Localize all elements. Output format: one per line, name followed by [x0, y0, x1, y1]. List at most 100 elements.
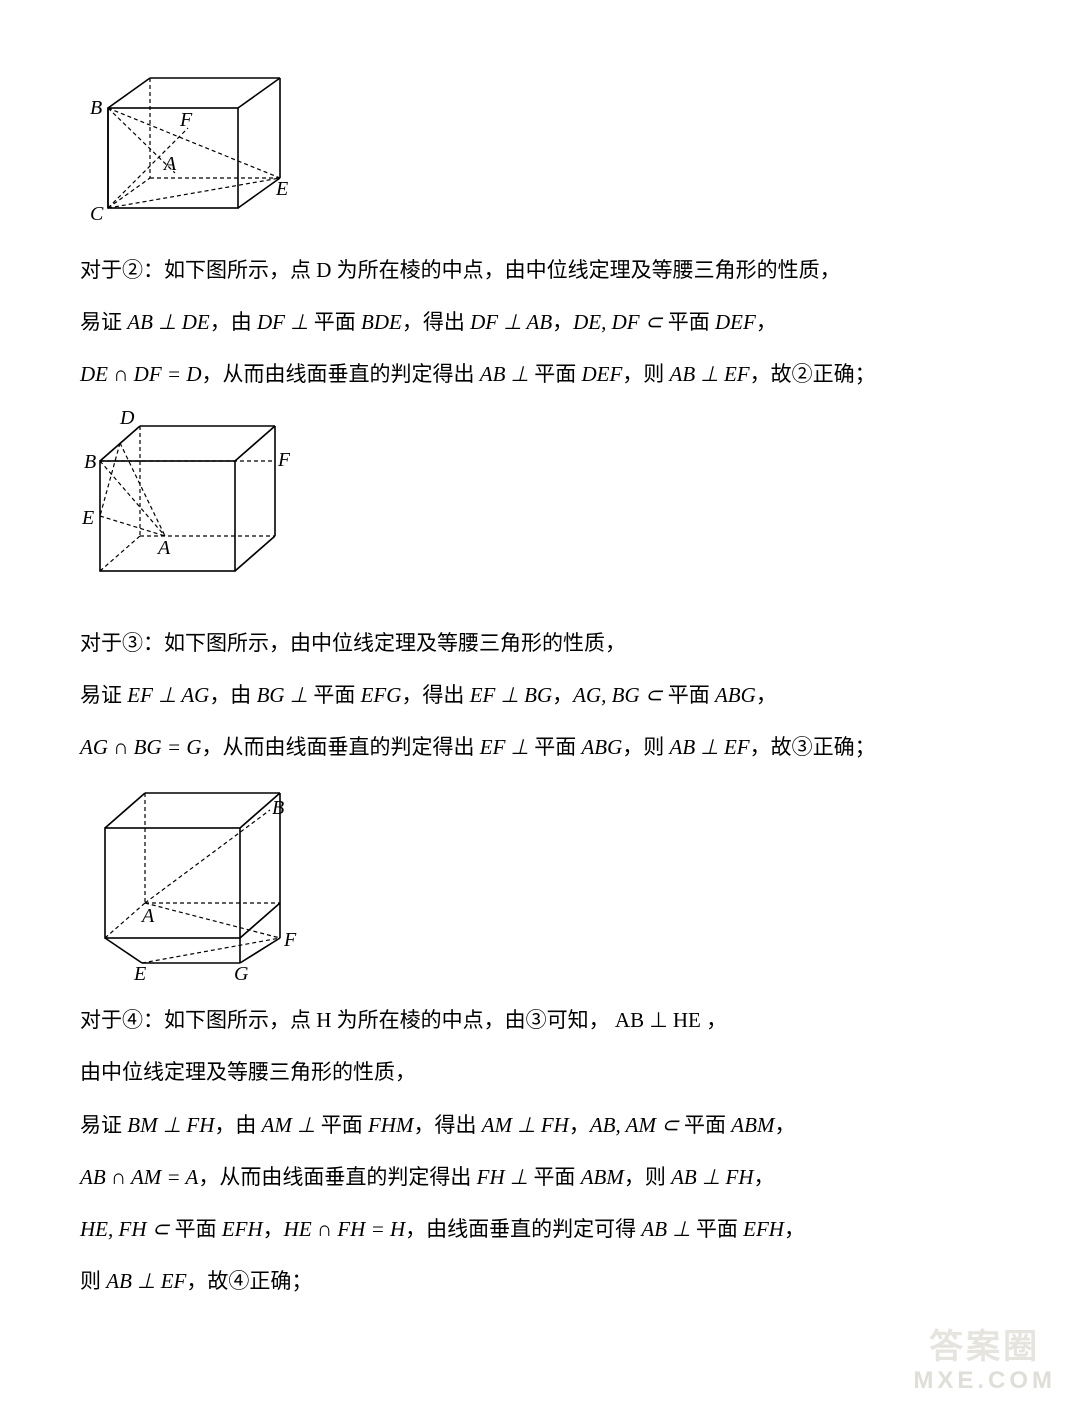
text: 易证 — [80, 683, 127, 707]
text: ，故②正确； — [750, 362, 876, 386]
math: EF ⊥ BG — [470, 683, 552, 707]
text: ， — [784, 1217, 805, 1241]
text: 平面 — [662, 683, 715, 707]
math: HE, FH ⊂ — [80, 1217, 169, 1241]
math: AM ⊥ FH — [482, 1113, 569, 1137]
text: ， — [754, 1165, 775, 1189]
text: ， — [552, 683, 573, 707]
text: ， — [756, 310, 777, 334]
figure-2: D B F E A — [80, 406, 1000, 606]
text: ，则 — [624, 1165, 671, 1189]
text: 平面 — [662, 310, 715, 334]
math: AB ⊥ — [480, 362, 529, 386]
math: EFH — [222, 1217, 263, 1241]
paragraph-4-line3: 易证 BM ⊥ FH，由 AM ⊥ 平面 FHM，得出 AM ⊥ FH，AB, … — [80, 1102, 1000, 1148]
text: ，则 — [622, 735, 669, 759]
text: 平面 — [169, 1217, 222, 1241]
math: EFG — [361, 683, 402, 707]
text: 平面 — [528, 1165, 581, 1189]
svg-text:E: E — [81, 507, 94, 529]
text: ，则 — [622, 362, 669, 386]
math: BDE — [361, 310, 402, 334]
text: 则 — [80, 1269, 106, 1293]
paragraph-3-line2: 易证 EF ⊥ AG，由 BG ⊥ 平面 EFG，得出 EF ⊥ BG，AG, … — [80, 672, 1000, 718]
paragraph-2-intro: 对于②：如下图所示，点 D 为所在棱的中点，由中位线定理及等腰三角形的性质， — [80, 247, 1000, 293]
math: ABG — [581, 735, 622, 759]
paragraph-2-line2: 易证 AB ⊥ DE，由 DF ⊥ 平面 BDE，得出 DF ⊥ AB，DE, … — [80, 299, 1000, 345]
text: 易证 — [80, 310, 127, 334]
svg-text:F: F — [277, 449, 290, 471]
svg-text:B: B — [84, 451, 96, 473]
text: 平面 — [529, 362, 582, 386]
math: AG ∩ BG = G — [80, 735, 202, 759]
math: DF ⊥ — [257, 310, 309, 334]
text: ，故③正确； — [750, 735, 876, 759]
paragraph-4-line6: 则 AB ⊥ EF，故④正确； — [80, 1258, 1000, 1304]
math: AG, BG ⊂ — [573, 683, 662, 707]
math: BG ⊥ — [257, 683, 309, 707]
paragraph-3-line3: AG ∩ BG = G，从而由线面垂直的判定得出 EF ⊥ 平面 ABG，则 A… — [80, 724, 1000, 770]
text: 平面 — [529, 735, 582, 759]
text: 平面 — [309, 310, 362, 334]
math: AB ⊥ FH — [671, 1165, 753, 1189]
paragraph-4-line2: 由中位线定理及等腰三角形的性质， — [80, 1049, 1000, 1095]
svg-text:B: B — [272, 797, 284, 819]
text: 平面 — [679, 1113, 732, 1137]
svg-text:A: A — [162, 153, 177, 175]
svg-text:G: G — [234, 963, 249, 983]
math: BM ⊥ FH — [127, 1113, 214, 1137]
math: AB ∩ AM = A — [80, 1165, 198, 1189]
math: AB ⊥ EF — [670, 362, 750, 386]
watermark: 答案圈 MXE.COM — [913, 1330, 1056, 1393]
math: AB ⊥ EF — [106, 1269, 186, 1293]
math: DEF — [581, 362, 622, 386]
math: FH ⊥ — [477, 1165, 529, 1189]
math: AM ⊥ — [262, 1113, 316, 1137]
svg-text:A: A — [140, 905, 155, 927]
math: AB, AM ⊂ — [590, 1113, 679, 1137]
text: 平面 — [315, 1113, 368, 1137]
cube-diagram-1: B F A C E — [80, 48, 290, 233]
cube-diagram-3: B A F E G — [80, 778, 300, 983]
math: AB ⊥ EF — [670, 735, 750, 759]
svg-text:B: B — [90, 97, 102, 119]
text: ， — [263, 1217, 284, 1241]
watermark-line2: MXE.COM — [913, 1368, 1056, 1393]
text: ， — [756, 683, 777, 707]
text: 平面 — [308, 683, 361, 707]
text: 平面 — [691, 1217, 744, 1241]
text: ， — [569, 1113, 590, 1137]
math: DEF — [715, 310, 756, 334]
paragraph-4-intro: 对于④：如下图所示，点 H 为所在棱的中点，由③可知， AB ⊥ HE ， — [80, 997, 1000, 1043]
math: FHM — [368, 1113, 414, 1137]
text: ，得出 — [402, 310, 470, 334]
math: EFH — [743, 1217, 784, 1241]
cube-diagram-2: D B F E A — [80, 406, 290, 606]
math: AB ⊥ DE — [127, 310, 209, 334]
svg-text:C: C — [90, 203, 104, 225]
text: ， — [552, 310, 573, 334]
text: ，由 — [209, 683, 256, 707]
math: ABM — [731, 1113, 774, 1137]
svg-text:F: F — [179, 109, 193, 131]
paragraph-3-intro: 对于③：如下图所示，由中位线定理及等腰三角形的性质， — [80, 620, 1000, 666]
text: ，由线面垂直的判定可得 — [405, 1217, 641, 1241]
paragraph-4-line4: AB ∩ AM = A，从而由线面垂直的判定得出 FH ⊥ 平面 ABM，则 A… — [80, 1154, 1000, 1200]
text: ，从而由线面垂直的判定得出 — [198, 1165, 476, 1189]
svg-text:E: E — [275, 178, 288, 200]
text: 易证 — [80, 1113, 127, 1137]
svg-text:A: A — [156, 537, 171, 559]
svg-text:F: F — [283, 929, 297, 951]
text: ，由 — [210, 310, 257, 334]
math: ABG — [715, 683, 756, 707]
math: DE ∩ DF = D — [80, 362, 202, 386]
text: ，得出 — [413, 1113, 481, 1137]
svg-text:E: E — [133, 963, 146, 983]
math: HE ∩ FH = H — [284, 1217, 406, 1241]
text: ，从而由线面垂直的判定得出 — [202, 362, 480, 386]
math: DF ⊥ AB — [470, 310, 552, 334]
figure-1: B F A C E — [80, 48, 1000, 233]
text: ， — [774, 1113, 795, 1137]
paragraph-2-line3: DE ∩ DF = D，从而由线面垂直的判定得出 AB ⊥ 平面 DEF，则 A… — [80, 351, 1000, 397]
text: ，得出 — [401, 683, 469, 707]
